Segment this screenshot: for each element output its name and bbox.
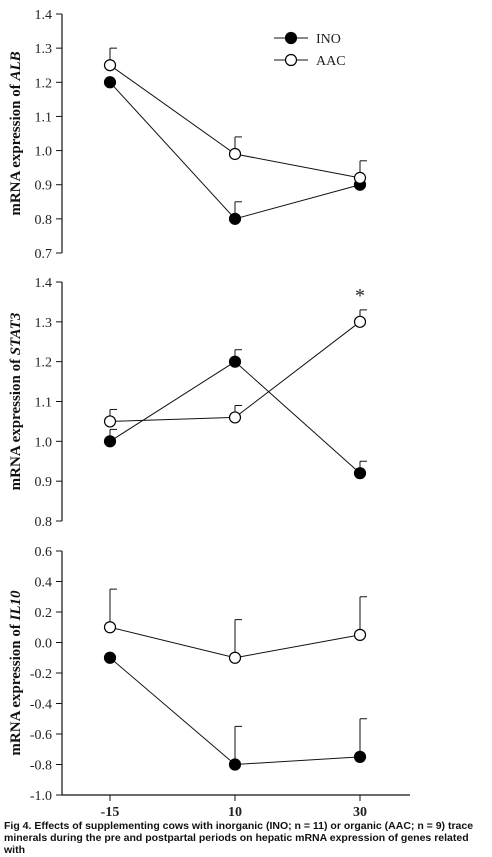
data-point-aac (353, 628, 367, 641)
data-point-aac (103, 59, 117, 72)
y-axis-label-gene: IL10 (8, 590, 24, 622)
y-tick-label: 0.0 (35, 637, 53, 652)
y-tick-label: 1.4 (35, 8, 53, 23)
y-tick-label: 1.2 (35, 356, 53, 371)
legend-label: AAC (316, 54, 346, 69)
y-tick-label: 1.2 (35, 76, 53, 91)
data-point-ino (353, 750, 367, 763)
data-point-aac (103, 621, 117, 634)
y-tick-label: -1.0 (30, 789, 52, 804)
y-tick-label: 0.4 (35, 576, 53, 591)
y-tick-label: 0.2 (35, 606, 53, 621)
y-tick-label: 1.3 (35, 316, 53, 331)
y-axis-label: mRNA expression of STAT3 (8, 312, 24, 490)
data-point-aac (228, 411, 242, 424)
y-tick-label: 0.9 (35, 475, 53, 490)
figure-caption: Fig 4. Effects of supplementing cows wit… (4, 820, 490, 856)
data-point-ino (353, 467, 367, 480)
data-point-aac (228, 147, 242, 161)
y-axis-label-gene: STAT3 (8, 312, 24, 355)
x-tick-label: -15 (101, 805, 120, 820)
y-tick-label: 1.0 (35, 435, 53, 450)
x-tick-label: 10 (228, 805, 242, 820)
series-line-aac (109, 64, 361, 179)
data-point-ino (228, 758, 242, 771)
y-tick-label: -0.6 (30, 728, 52, 743)
data-point-aac (103, 415, 117, 428)
y-tick-label: 0.9 (35, 179, 53, 194)
panel-alb: 0.7 0.8 0.9 1.0 1.1 1.2 1.3 1.4 mRNA expression … (8, 8, 367, 262)
y-tick-label: 0.6 (35, 545, 53, 560)
y-axis-label-prefix: mRNA expression of (8, 620, 24, 755)
y-tick-label: 1.1 (35, 396, 53, 411)
y-tick-label: 1.1 (35, 110, 53, 125)
legend-marker (284, 53, 298, 67)
y-tick-label: 0.8 (35, 213, 53, 228)
y-tick-label: 0.8 (35, 515, 53, 530)
y-axis-label-prefix: mRNA expression of (8, 81, 24, 216)
data-point-aac (228, 651, 242, 664)
y-axis-label-prefix: mRNA expression of (8, 355, 24, 490)
data-point-ino (103, 435, 117, 448)
y-tick-label: -0.4 (30, 698, 52, 713)
y-tick-label: 1.3 (35, 42, 53, 57)
data-point-ino (228, 355, 242, 368)
data-point-aac (353, 315, 367, 328)
y-tick-label: 1.4 (35, 276, 53, 291)
y-tick-label: -0.2 (30, 667, 52, 682)
caption-line-2: minerals during the pre and postpartal p… (4, 832, 469, 856)
y-axis-label-gene: ALB (8, 51, 24, 81)
y-tick-label: -0.8 (30, 759, 52, 774)
y-tick-label: 0.7 (35, 247, 53, 262)
panel-il10: -1.0 -0.8 -0.6 -0.4 -0.2 0.0 0.2 0.4 0.6 mRNA exp… (8, 545, 410, 820)
y-axis-label: mRNA expression of IL10 (8, 590, 24, 756)
caption-line-1: Fig 4. Effects of supplementing cows wit… (4, 820, 474, 832)
data-point-ino (103, 651, 117, 664)
data-point-aac (353, 171, 367, 184)
data-point-ino (103, 76, 117, 89)
data-point-ino (228, 212, 242, 225)
x-tick-label: 30 (353, 805, 367, 820)
legend-marker (284, 31, 298, 45)
figure: 0.7 0.8 0.9 1.0 1.1 1.2 1.3 1.4 mRNA expression … (8, 8, 410, 820)
y-axis-label: mRNA expression of ALB (8, 51, 24, 215)
legend-label: INO (316, 32, 341, 47)
y-tick-label: 1.0 (35, 145, 53, 160)
panel-stat3: 0.8 0.9 1.0 1.1 1.2 1.3 1.4 mRNA expression of … (8, 276, 367, 530)
significance-marker: * (355, 285, 365, 307)
